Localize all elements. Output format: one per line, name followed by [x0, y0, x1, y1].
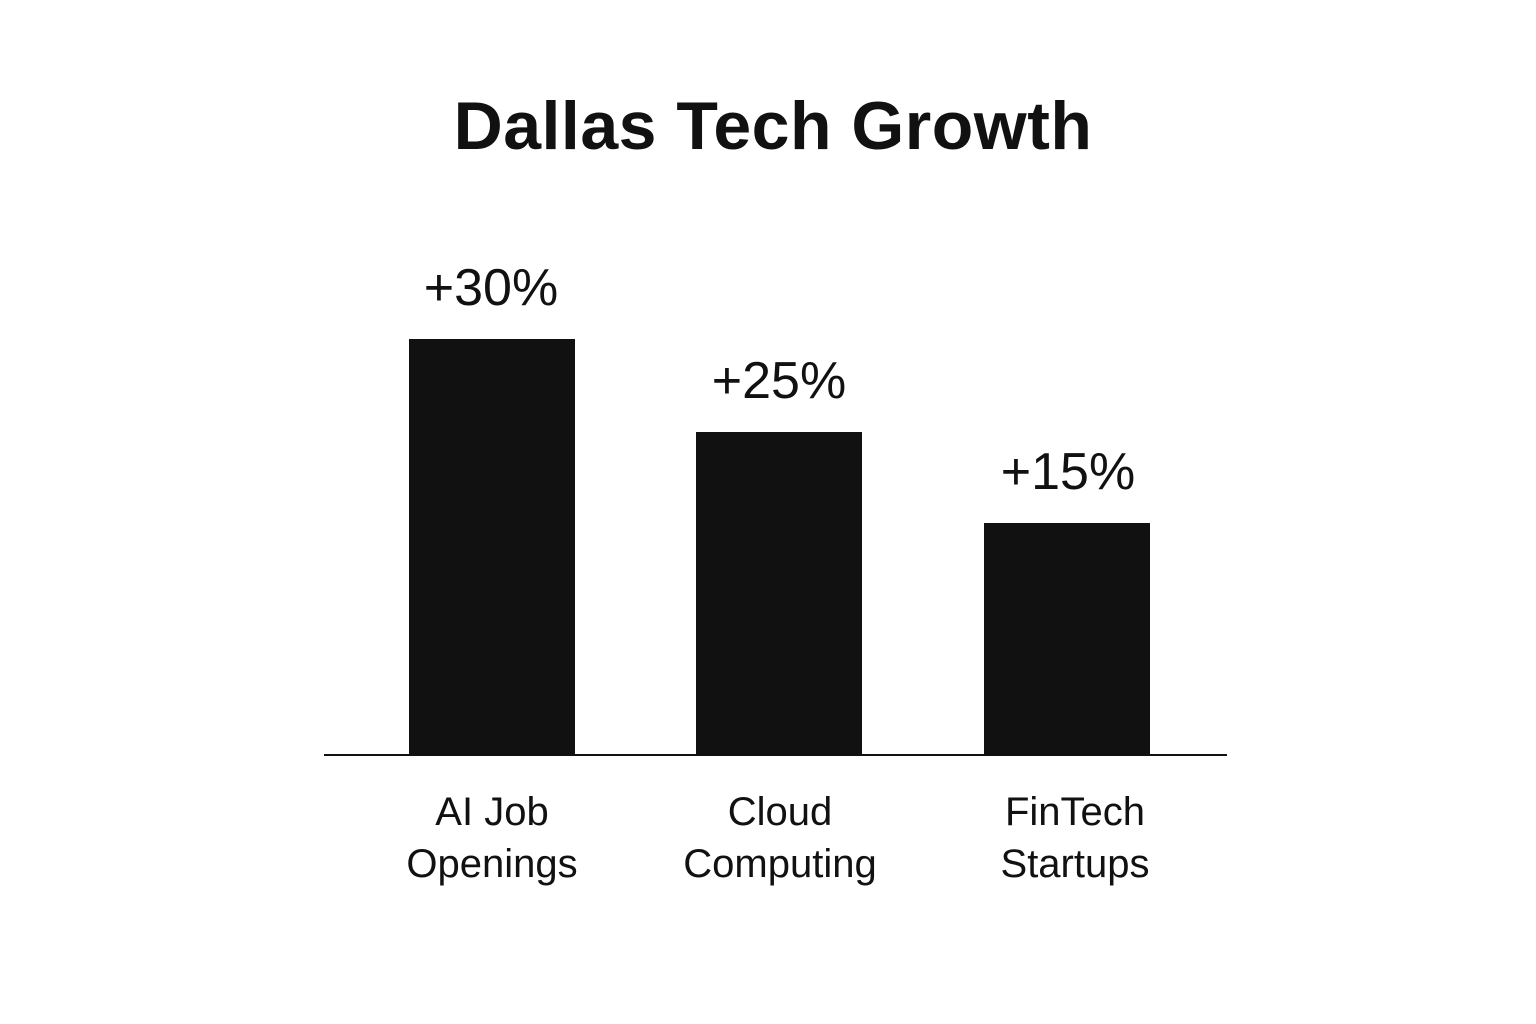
- value-label-fintech-startups: +15%: [1000, 443, 1136, 501]
- category-label-line: Startups: [1000, 842, 1150, 886]
- category-label-cloud-computing: Cloud Computing: [630, 786, 930, 890]
- bar-ai-job-openings: [409, 339, 575, 755]
- value-label-ai-job-openings: +30%: [423, 259, 559, 317]
- category-label-line: FinTech: [1004, 790, 1146, 834]
- category-label-line: Cloud: [727, 790, 833, 834]
- bar-cloud-computing: [696, 432, 862, 755]
- category-label-fintech-startups: FinTech Startups: [925, 786, 1225, 890]
- value-label-cloud-computing: +25%: [711, 352, 847, 410]
- category-label-line: Computing: [683, 842, 877, 886]
- chart-title: Dallas Tech Growth: [453, 88, 1093, 164]
- category-label-line: AI Job: [435, 790, 549, 834]
- category-label-ai-job-openings: AI Job Openings: [342, 786, 642, 890]
- x-axis-line: [324, 754, 1227, 756]
- category-label-line: Openings: [406, 842, 578, 886]
- bar-fintech-startups: [984, 523, 1150, 755]
